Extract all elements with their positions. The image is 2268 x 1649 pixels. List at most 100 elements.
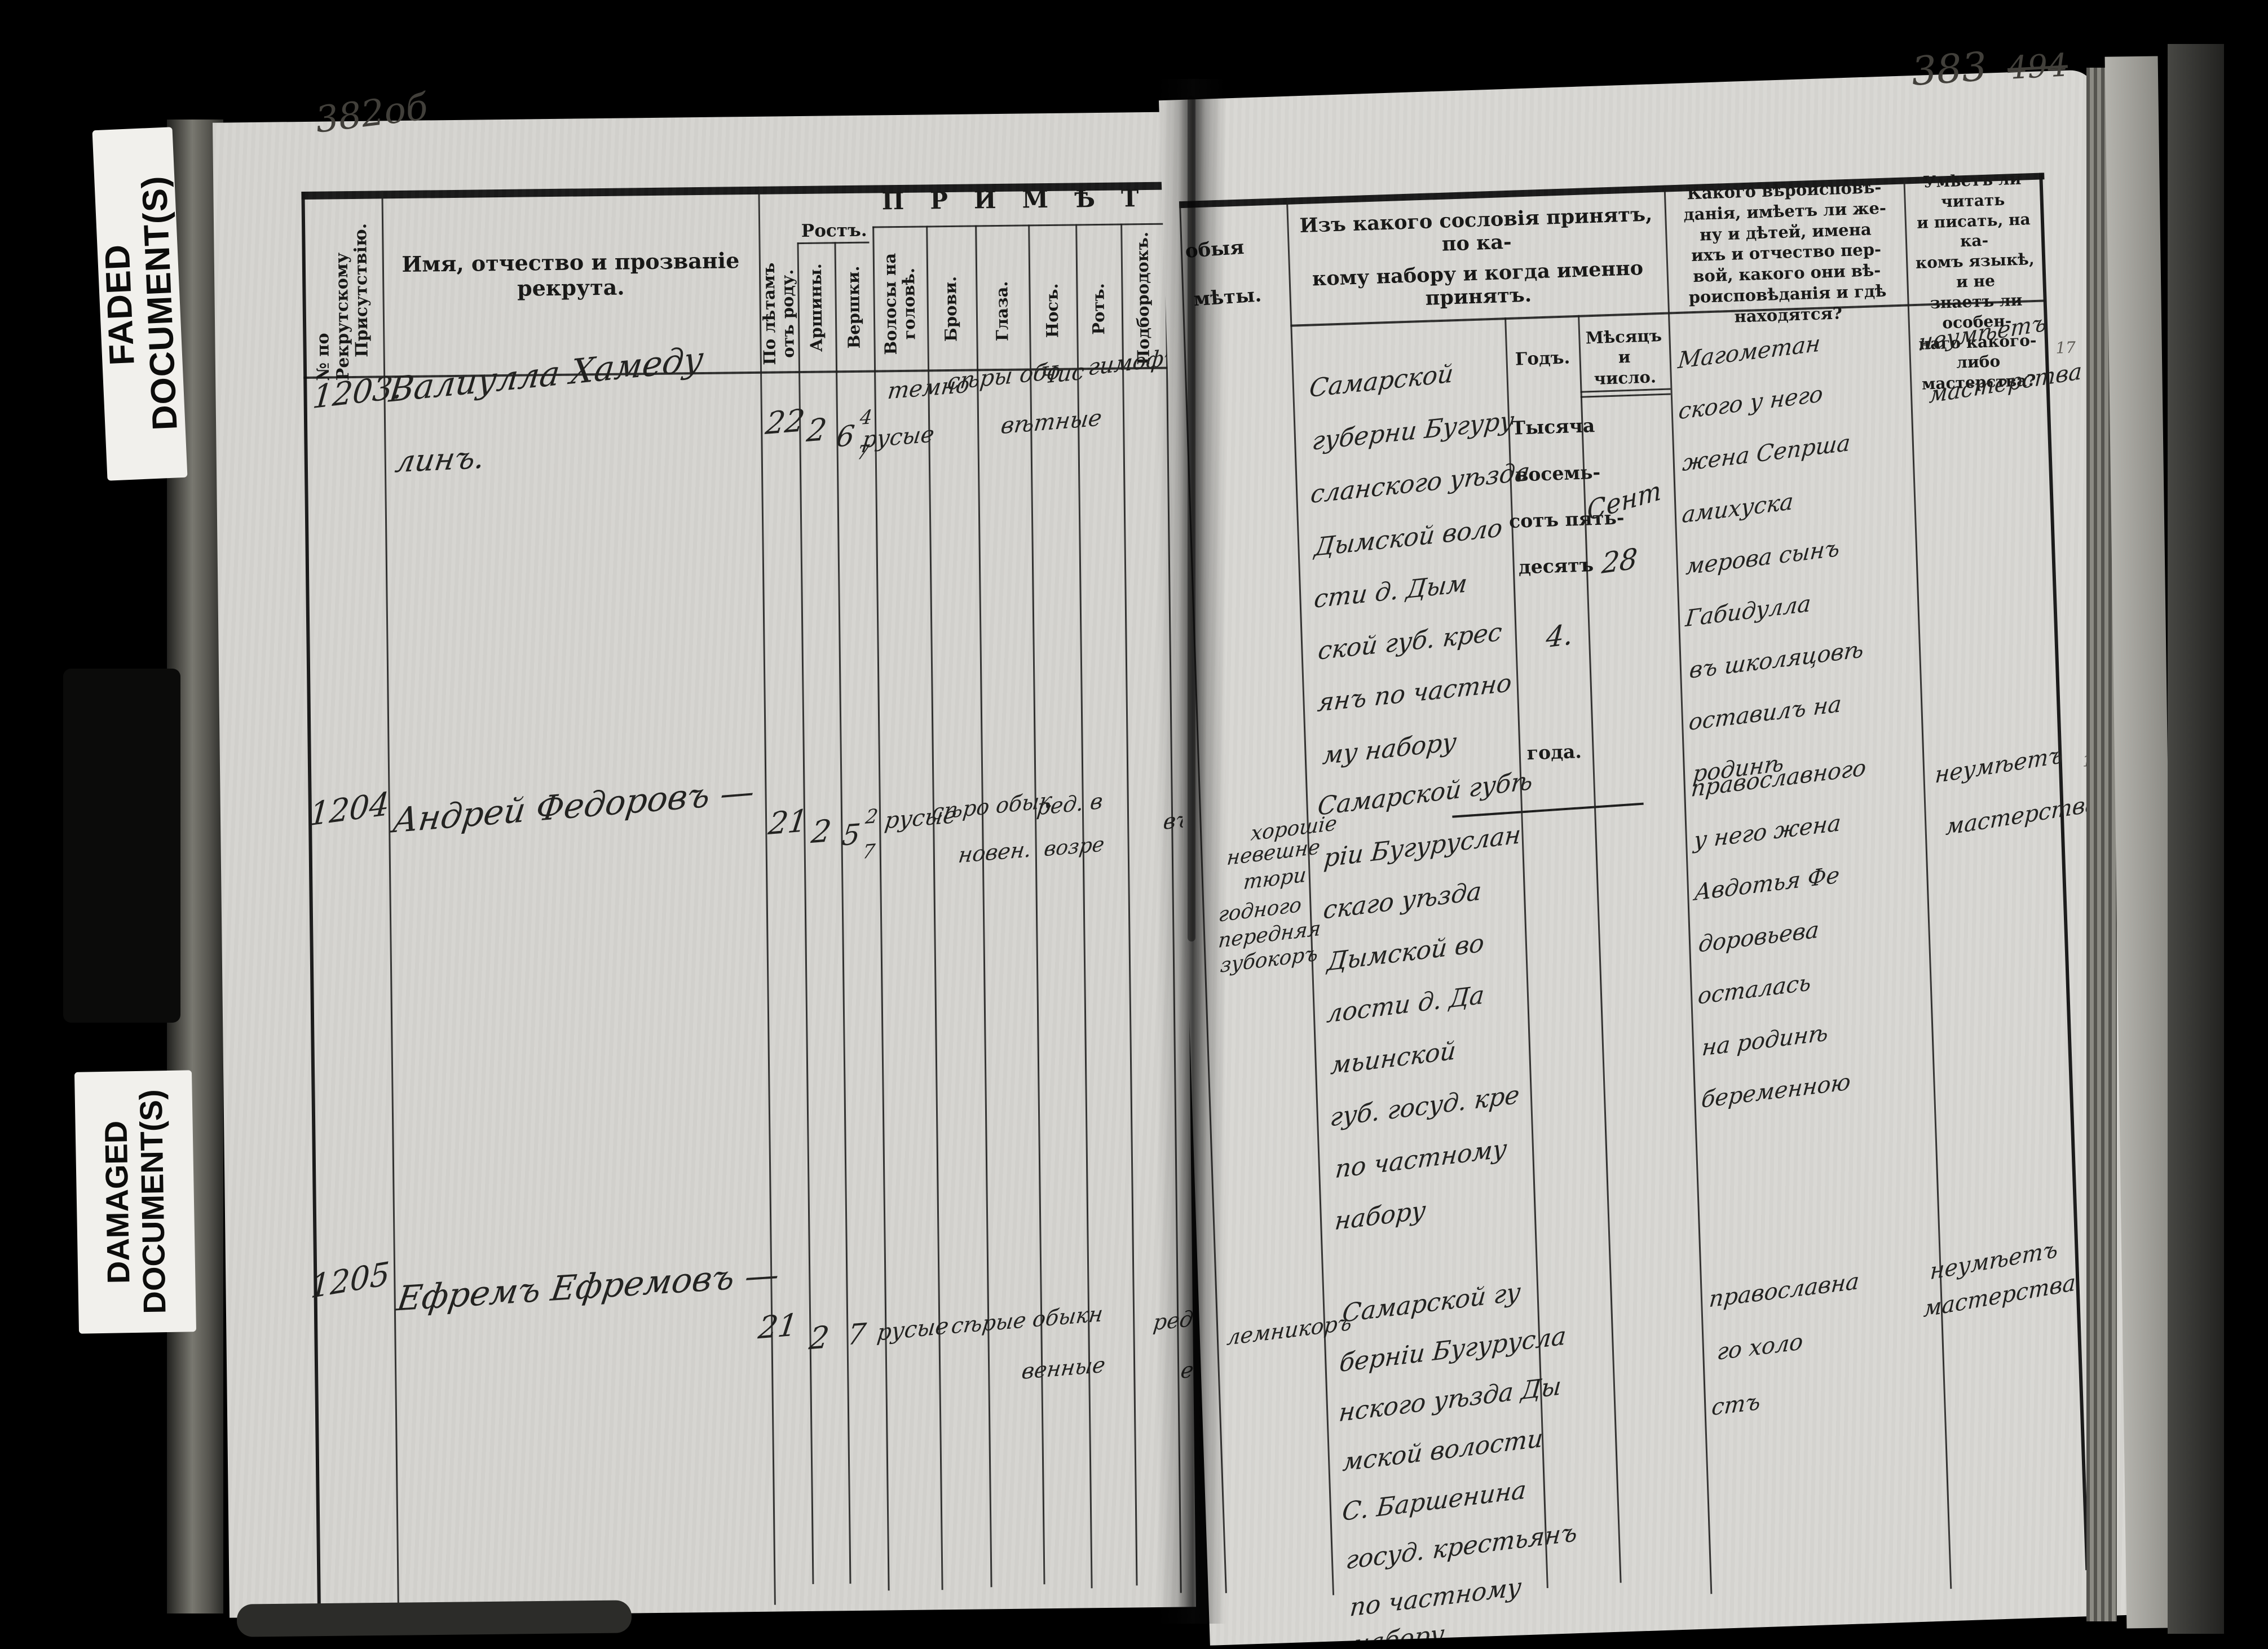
handwriting-stamp: го холо — [1716, 1328, 1804, 1366]
col-header-arshiny: Аршины. — [797, 242, 835, 373]
right-page: Изъ какого сословія принятъ, по ка- кому… — [1159, 69, 2147, 1646]
handwriting-stamp: 2 — [807, 1319, 831, 1357]
handwriting-stamp: ріи Бугуруслан — [1322, 820, 1523, 873]
col-header-brows: Брови. — [933, 244, 970, 374]
col-header-text: Брови. — [941, 276, 961, 342]
col-header-text: По лѣтамъ — [758, 262, 779, 365]
col-header-text: отъ роду. — [778, 269, 798, 359]
col-header-text: Аршины. — [806, 263, 827, 352]
handwriting-stamp: губерни Бугуру — [1311, 406, 1516, 457]
col-header-text: головѣ. — [899, 267, 919, 340]
col-header-age: По лѣтамъ отъ роду. — [753, 249, 805, 379]
damaged-label-line1: DAMAGED — [98, 1120, 136, 1284]
handwriting-stamp: 21 — [756, 1306, 800, 1346]
handwriting-stamp: жена Сепрша — [1681, 430, 1852, 477]
col-header-eyes: Глаза. — [984, 246, 1022, 377]
handwriting-stamp: Дымской воло — [1313, 513, 1504, 562]
header-line: Умѣетъ ли читать — [1923, 169, 2022, 211]
handwriting-stamp: ред. в — [1035, 788, 1104, 820]
damaged-document-label: DAMAGED DOCUMENT(S) — [74, 1070, 197, 1334]
col-header-month: Мѣсяцъ и число. — [1579, 325, 1670, 390]
handwriting-stamp: Дымской во — [1326, 929, 1486, 977]
binder-clip — [63, 669, 180, 1023]
handwriting-stamp: десятъ — [1518, 554, 1594, 578]
handwriting-stamp: набору — [1333, 1196, 1427, 1236]
handwriting-stamp: Чис — [1038, 359, 1086, 390]
col-header-year: Годъ. — [1515, 347, 1570, 370]
grid-line — [975, 225, 992, 1588]
handwriting-stamp: линъ. — [392, 439, 488, 480]
handwriting-stamp: возре — [1043, 833, 1106, 861]
handwriting-stamp: Магометан — [1676, 330, 1822, 374]
handwriting-stamp: берніи Бугурусла — [1338, 1321, 1568, 1378]
header-line: и — [1618, 347, 1631, 367]
col-header-nose: Носъ. — [1034, 246, 1072, 376]
handwriting-stamp: мской волости — [1342, 1423, 1545, 1478]
handwriting-stamp: амихуска — [1680, 488, 1795, 529]
handwriting-stamp: сланского уѣзда — [1309, 457, 1532, 510]
handwriting-stamp: мастерства — [1945, 790, 2099, 841]
handwriting-stamp: Андрей Федоровъ — — [390, 771, 757, 841]
handwriting-stamp: 5 — [840, 817, 862, 852]
handwriting-stamp: госуд. крестьянъ — [1344, 1518, 1579, 1576]
handwriting-stamp: ского у него — [1677, 381, 1824, 425]
header-line: Мѣсяцъ — [1585, 325, 1662, 348]
handwriting-stamp: неумѣетъ — [1934, 742, 2064, 789]
handwriting-stamp: вѣтные — [999, 405, 1104, 440]
handwriting-stamp: С. Баршенина — [1340, 1475, 1528, 1527]
handwriting-stamp: 6 — [834, 419, 857, 454]
handwriting-stamp: у него жена — [1692, 810, 1842, 854]
handwriting-stamp: скаго уѣзда — [1322, 877, 1483, 925]
handwriting-stamp: новен. — [956, 837, 1033, 868]
handwriting-stamp: 2 — [809, 812, 833, 851]
handwriting-stamp: 7 — [861, 839, 876, 864]
handwriting-stamp: тюри — [1242, 863, 1308, 895]
handwriting-stamp: на родинѣ — [1701, 1019, 1830, 1062]
left-page: № по Рекрутскому Присутствію. Имя, отчес… — [213, 112, 1196, 1618]
handwriting-stamp: лости д. Да — [1325, 980, 1486, 1029]
handwriting-stamp: 4 — [858, 405, 874, 430]
handwriting-stamp: по частному — [1348, 1572, 1523, 1623]
handwriting-stamp: Авдотья Фе — [1693, 862, 1841, 906]
primet-heading: ПРИМѢТ — [881, 184, 1165, 215]
col-header-text: № по Рекрутскому — [313, 252, 353, 381]
col-header-literacy: Умѣетъ ли читать и писать, на ка-комъ язы… — [1904, 169, 2047, 395]
header-line: число. — [1594, 366, 1657, 388]
col-header-rost: Ростъ. — [801, 220, 867, 241]
col-header-name: Имя, отчество и прозваніе рекрута. — [401, 247, 740, 301]
handwriting-stamp: русые — [861, 421, 936, 454]
handwriting-stamp: нского уѣзда Ды — [1338, 1371, 1563, 1428]
book-gutter-shadow — [1157, 79, 1226, 1624]
col-header-text: Ротъ. — [1088, 283, 1109, 335]
col-header-religion: Какого вѣроисповѣ-данія, имѣетъ ли же-ну… — [1665, 176, 1907, 330]
handwriting-stamp: Тысяча — [1511, 414, 1595, 439]
handwriting-stamp: православна — [1707, 1268, 1860, 1313]
handwriting-stamp: сѣрые обыкн — [950, 1301, 1105, 1339]
pencil-mark: 17 — [2055, 338, 2076, 357]
header-line: комъ языкѣ, и не — [1915, 250, 2035, 291]
handwriting-stamp: 2 — [864, 804, 880, 829]
col-header-recruit-number: № по Рекрутскому Присутствію. — [302, 200, 383, 381]
handwriting-stamp: осталась — [1697, 969, 1812, 1010]
handwriting-stamp: Самарской — [1308, 359, 1455, 404]
handwriting-stamp: стъ — [1710, 1389, 1762, 1421]
handwriting-stamp: мерова сынъ — [1684, 535, 1841, 581]
handwriting-stamp: набору — [1352, 1619, 1446, 1646]
handwritten-dash — [1452, 802, 1644, 818]
handwriting-stamp: по частному — [1334, 1134, 1508, 1184]
handwriting-stamp: 1205 — [310, 1255, 391, 1306]
handwriting-stamp: 21 — [766, 802, 810, 842]
book-cover-edge — [2168, 44, 2224, 1634]
handwriting-stamp: 22 — [764, 402, 807, 442]
handwriting-stamp: Валиулла Хамеду — [387, 339, 705, 410]
faded-label-text: FADED DOCUMENT(S) — [98, 175, 185, 431]
col-header-hair: Волосы на головѣ. — [873, 233, 926, 374]
col-header-text: Носъ. — [1042, 283, 1062, 338]
col-header-text: Волосы на — [880, 253, 901, 355]
handwriting-stamp: мьинской — [1329, 1036, 1458, 1081]
header-line: и писать, на ка- — [1916, 209, 2031, 251]
double-line — [1580, 393, 1671, 398]
handwriting-stamp: сти д. Дым — [1312, 569, 1469, 614]
col-header-text: Глаза. — [992, 281, 1012, 342]
